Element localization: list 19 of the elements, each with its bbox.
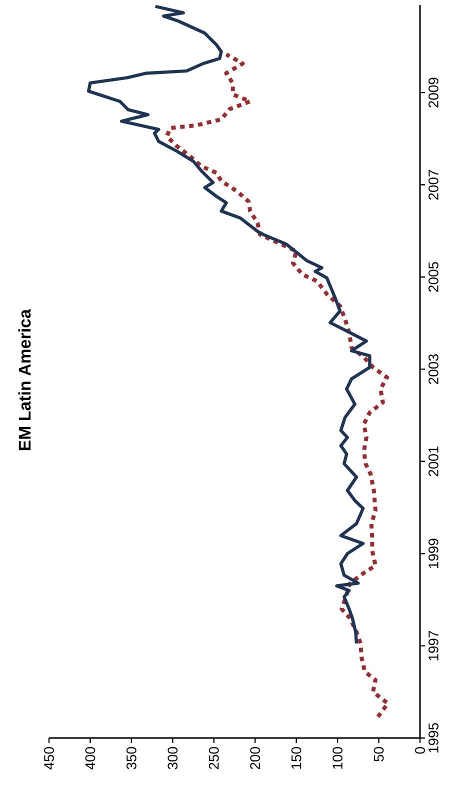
y-tick-label: 1997 — [428, 630, 438, 660]
y-tick-label: 2001 — [428, 446, 438, 476]
x-tick-label: 400 — [85, 747, 96, 770]
x-tick-label: 450 — [44, 747, 54, 770]
x-tick-label: 300 — [168, 747, 178, 770]
x-tick-label: 350 — [126, 747, 136, 770]
y-tick-label: 2009 — [428, 78, 438, 108]
y-tick-label: 2003 — [428, 354, 438, 384]
y-tick-label: 1995 — [428, 723, 438, 752]
y-tick-label: 2007 — [428, 170, 438, 200]
y-tick-label: 2005 — [428, 262, 438, 292]
x-tick-label: 250 — [208, 747, 219, 770]
x-tick-label: 50 — [374, 747, 384, 762]
x-tick-label: 150 — [291, 747, 302, 769]
x-tick-label: 200 — [250, 747, 260, 770]
text: EM Latin America — [18, 309, 31, 450]
x-tick-label: 100 — [332, 747, 342, 769]
x-tick-label: 0 — [415, 747, 425, 754]
y-tick-label: 1999 — [428, 538, 438, 568]
